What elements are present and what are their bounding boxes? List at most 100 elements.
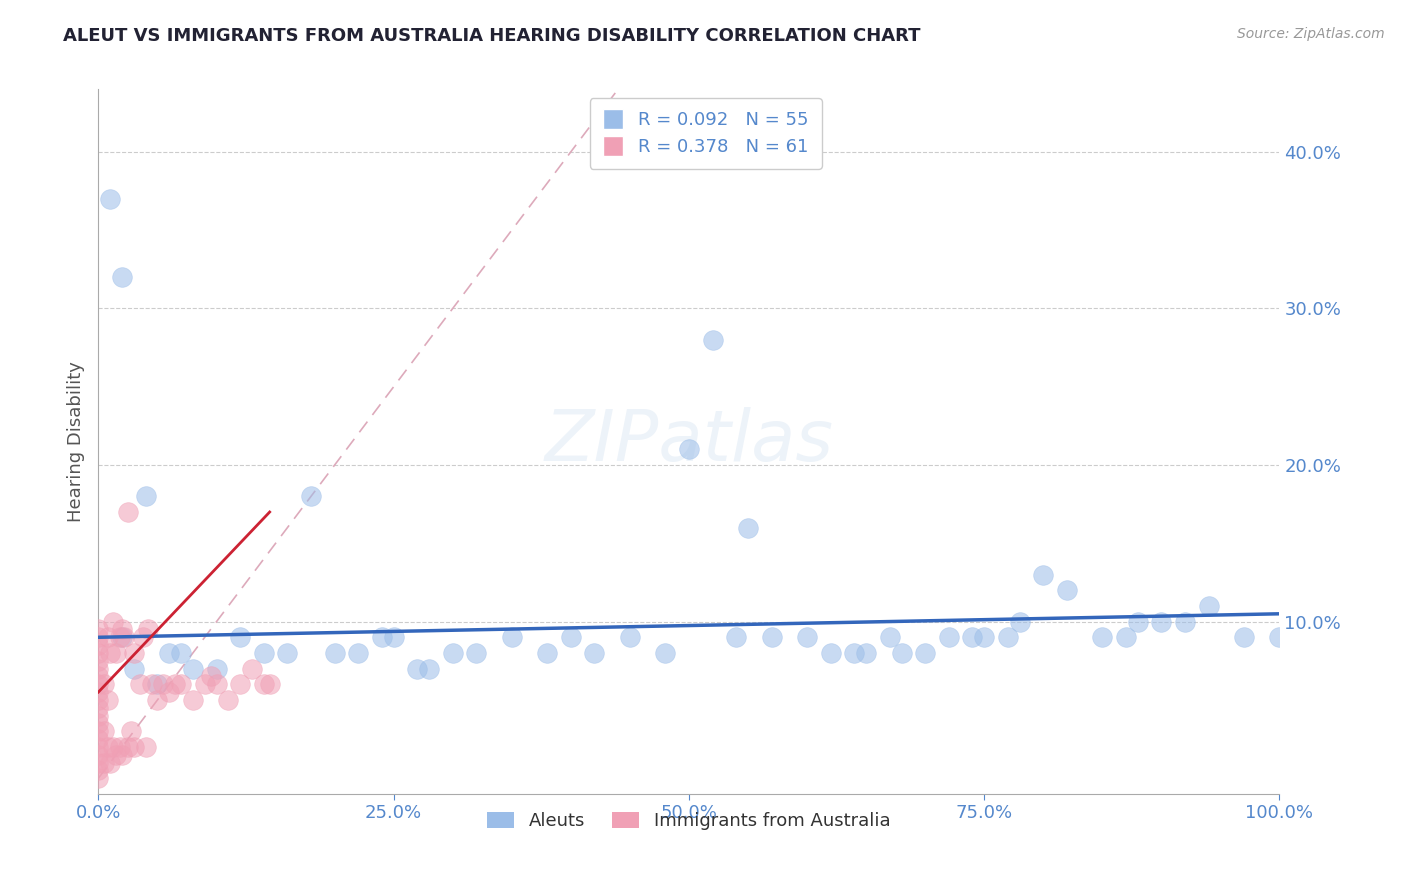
Point [87, 771, 110, 785]
Point [105, 747, 128, 762]
Point [1008, 615, 1031, 629]
Point [135, 489, 157, 503]
Point [1115, 630, 1137, 644]
Point [465, 646, 488, 660]
Point [276, 646, 298, 660]
Point [141, 677, 163, 691]
Point [1233, 630, 1256, 644]
Point [1198, 599, 1220, 613]
Point [87, 662, 110, 676]
Point [146, 677, 169, 691]
Point [87, 654, 110, 668]
Point [938, 630, 960, 644]
Point [536, 646, 558, 660]
Point [87, 638, 110, 652]
Point [98, 192, 121, 206]
Point [181, 662, 204, 676]
Point [108, 630, 131, 644]
Point [97, 630, 120, 644]
Point [1268, 630, 1291, 644]
Point [229, 630, 252, 644]
Point [890, 646, 912, 660]
Point [122, 662, 145, 676]
Point [855, 646, 877, 660]
Point [87, 693, 110, 707]
Point [111, 630, 134, 644]
Point [382, 630, 405, 644]
Point [583, 646, 606, 660]
Point [101, 739, 124, 754]
Point [152, 677, 174, 691]
Point [406, 662, 429, 676]
Point [111, 623, 134, 637]
Point [87, 646, 110, 660]
Point [97, 693, 120, 707]
Point [205, 677, 228, 691]
Point [93, 677, 115, 691]
Point [1126, 615, 1149, 629]
Point [441, 646, 464, 660]
Point [1056, 583, 1078, 598]
Text: ZIPatlas: ZIPatlas [544, 407, 834, 476]
Point [997, 630, 1019, 644]
Point [132, 630, 155, 644]
Point [194, 677, 217, 691]
Point [560, 630, 582, 644]
Point [973, 630, 995, 644]
Point [844, 646, 866, 660]
Point [1091, 630, 1114, 644]
Point [87, 756, 110, 770]
Point [678, 442, 700, 457]
Point [87, 677, 110, 691]
Point [87, 732, 110, 747]
Point [1174, 615, 1197, 629]
Y-axis label: Hearing Disability: Hearing Disability [66, 361, 84, 522]
Point [87, 708, 110, 723]
Point [87, 623, 110, 637]
Point [121, 724, 143, 739]
Point [879, 630, 901, 644]
Point [371, 630, 394, 644]
Point [165, 677, 187, 691]
Point [323, 646, 346, 660]
Point [229, 677, 252, 691]
Point [87, 739, 110, 754]
Point [761, 630, 783, 644]
Point [112, 630, 135, 644]
Point [98, 646, 121, 660]
Point [146, 693, 169, 707]
Point [240, 662, 263, 676]
Point [796, 630, 818, 644]
Point [128, 677, 150, 691]
Point [737, 521, 759, 535]
Point [501, 630, 523, 644]
Point [1150, 615, 1173, 629]
Point [87, 669, 110, 683]
Point [87, 685, 110, 699]
Point [97, 739, 120, 754]
Text: ALEUT VS IMMIGRANTS FROM AUSTRALIA HEARING DISABILITY CORRELATION CHART: ALEUT VS IMMIGRANTS FROM AUSTRALIA HEARI… [63, 27, 921, 45]
Point [205, 662, 228, 676]
Point [87, 630, 110, 644]
Point [347, 646, 370, 660]
Point [259, 677, 281, 691]
Point [299, 489, 322, 503]
Point [108, 739, 131, 754]
Point [157, 646, 180, 660]
Point [87, 747, 110, 762]
Point [122, 646, 145, 660]
Point [170, 646, 193, 660]
Point [820, 646, 842, 660]
Point [200, 669, 222, 683]
Text: Source: ZipAtlas.com: Source: ZipAtlas.com [1237, 27, 1385, 41]
Point [914, 646, 936, 660]
Point [117, 739, 139, 754]
Legend: Aleuts, Immigrants from Australia: Aleuts, Immigrants from Australia [477, 801, 901, 841]
Point [111, 270, 134, 285]
Point [418, 662, 440, 676]
Point [725, 630, 748, 644]
Point [87, 700, 110, 714]
Point [101, 615, 124, 629]
Point [87, 764, 110, 778]
Point [181, 693, 204, 707]
